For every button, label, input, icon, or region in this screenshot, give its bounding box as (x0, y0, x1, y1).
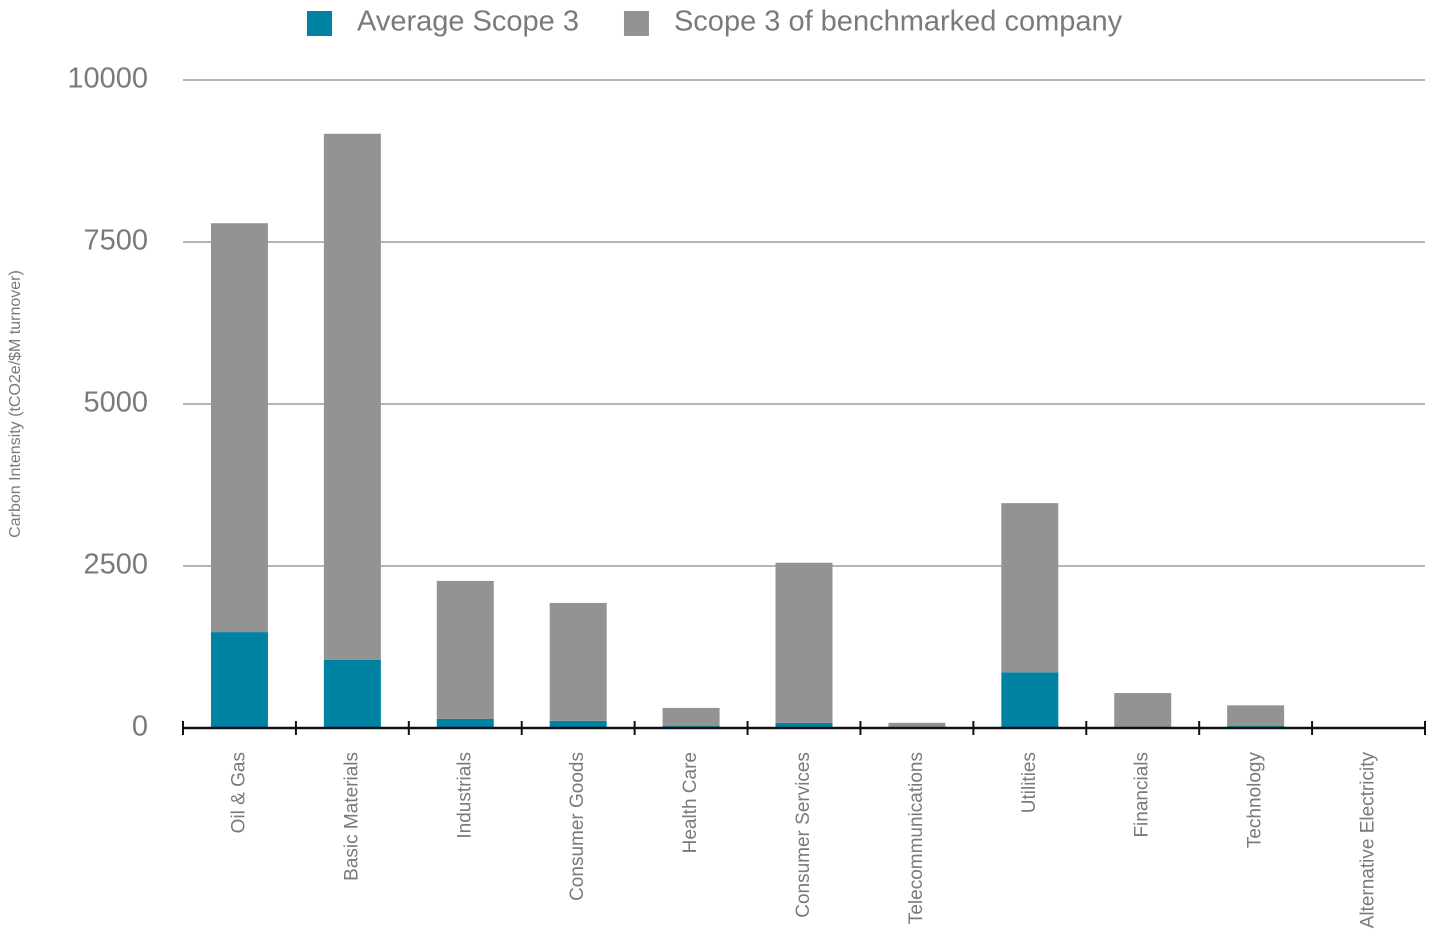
bar-segment (436, 718, 494, 728)
legend-swatch (307, 11, 332, 36)
bar-segment (210, 223, 268, 633)
y-tick-label: 5000 (83, 387, 148, 419)
bar-segment (775, 722, 833, 728)
bar-segment (210, 632, 268, 728)
x-tick-label: Alternative Electricity (1358, 752, 1379, 929)
bar-segment (1227, 705, 1285, 727)
y-tick-label: 2500 (83, 549, 148, 581)
x-tick-label: Telecommunications (906, 752, 927, 924)
legend-label: Scope 3 of benchmarked company (674, 6, 1123, 38)
bar-segment (888, 722, 946, 728)
y-tick-label: 10000 (67, 63, 148, 95)
x-tick-label: Oil & Gas (228, 752, 249, 833)
bar-segment (775, 562, 833, 723)
x-tick-label: Utilities (1019, 752, 1040, 813)
x-tick-label: Technology (1245, 752, 1266, 849)
legend-swatch (623, 11, 649, 36)
bar-segment (549, 720, 607, 728)
bar-segment (323, 133, 381, 660)
x-tick-label: Basic Materials (341, 752, 362, 881)
bar-segment (323, 659, 381, 728)
bar-segment (1001, 503, 1059, 673)
bar-segment (436, 580, 494, 719)
x-tick-label: Consumer Services (793, 752, 814, 918)
bar-segment (1114, 693, 1172, 727)
y-tick-label: 7500 (83, 225, 148, 257)
bar-segment (662, 707, 720, 727)
x-tick-label: Industrials (454, 752, 475, 839)
legend-label: Average Scope 3 (357, 6, 579, 38)
bar-segment (1001, 672, 1059, 728)
y-axis-title: Carbon Intensity (tCO2e/$M turnover) (7, 270, 24, 538)
y-tick-label: 0 (132, 711, 148, 743)
x-tick-label: Consumer Goods (567, 752, 588, 901)
x-tick-label: Financials (1132, 752, 1153, 838)
x-tick-label: Health Care (680, 752, 701, 853)
bar-segment (549, 602, 607, 721)
